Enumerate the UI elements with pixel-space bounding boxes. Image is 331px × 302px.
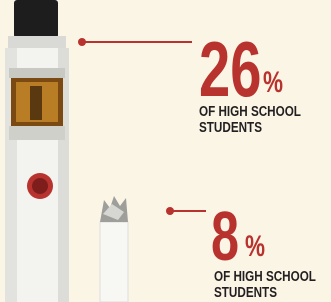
- vape-pen: [5, 0, 69, 302]
- stat-label: OF HIGH SCHOOL: [214, 268, 316, 285]
- stat-label: STUDENTS: [199, 119, 262, 136]
- stat-unit: %: [245, 229, 265, 263]
- stat-value: 26: [199, 26, 261, 113]
- infographic: 26 % OF HIGH SCHOOL STUDENTS 8 % OF HIGH…: [0, 0, 331, 302]
- stat-value: 8: [211, 197, 239, 275]
- pointer-dot: [166, 207, 174, 215]
- stat-unit: %: [263, 65, 283, 99]
- cigarette: [100, 196, 128, 302]
- stat-label: OF HIGH SCHOOL: [199, 103, 301, 120]
- pointer-dot: [78, 38, 86, 46]
- stat-label: STUDENTS: [214, 284, 277, 301]
